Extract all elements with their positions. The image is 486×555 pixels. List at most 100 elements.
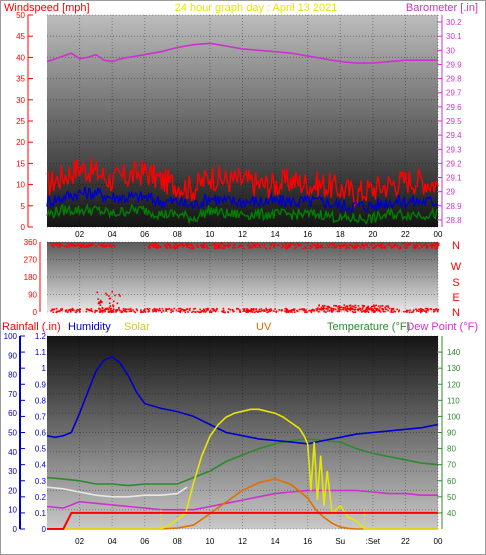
direction-point — [368, 308, 371, 311]
direction-point — [340, 244, 342, 247]
direction-point — [112, 300, 115, 303]
direction-point — [290, 243, 293, 246]
direction-point — [232, 247, 234, 249]
direction-point — [331, 243, 334, 246]
direction-point — [251, 242, 254, 245]
direction-point — [57, 246, 60, 248]
direction-point — [289, 309, 291, 312]
direction-point — [335, 246, 337, 249]
direction-point — [371, 305, 373, 308]
direction-point — [229, 244, 231, 247]
direction-point — [103, 245, 106, 248]
direction-point — [427, 245, 429, 248]
direction-point — [416, 245, 419, 247]
direction-point — [423, 310, 426, 312]
direction-point — [364, 309, 366, 312]
direction-point — [232, 309, 234, 311]
direction-point — [238, 309, 241, 311]
direction-point — [154, 246, 156, 248]
direction-point — [436, 245, 439, 247]
direction-point — [229, 308, 232, 311]
direction-point — [152, 244, 155, 246]
direction-point — [297, 245, 300, 248]
direction-point — [381, 307, 383, 310]
direction-point — [386, 244, 389, 246]
direction-point — [414, 247, 416, 250]
direction-point — [420, 310, 423, 312]
rain-axis: 0 0.1 0.2 0.3 0.4 0.5 0.6 0.7 0.8 0.9 1 1.1 1.2 — [19, 332, 47, 534]
direction-point — [158, 307, 161, 310]
direction-point — [227, 245, 229, 247]
direction-point — [270, 308, 272, 310]
direction-point — [331, 307, 334, 310]
direction-point — [366, 245, 368, 248]
direction-point — [194, 307, 197, 310]
direction-point — [421, 308, 423, 311]
direction-point — [343, 307, 346, 309]
direction-point — [290, 309, 293, 311]
direction-point — [173, 245, 176, 247]
direction-point — [206, 247, 209, 249]
direction-point — [388, 242, 391, 245]
direction-point — [219, 246, 222, 248]
direction-point — [196, 310, 199, 313]
direction-point — [382, 309, 384, 311]
direction-point — [346, 246, 349, 249]
direction-point — [357, 309, 360, 312]
direction-point — [213, 245, 216, 247]
direction-point — [169, 244, 172, 247]
direction-point — [373, 307, 376, 309]
direction-point — [147, 246, 150, 248]
direction-point — [405, 244, 408, 246]
direction-point — [68, 308, 71, 311]
wind-x-tick-label: 22 — [401, 230, 410, 239]
temperature-tick-label: 110 — [447, 396, 460, 405]
direction-point — [203, 308, 205, 311]
direction-point — [315, 247, 317, 249]
direction-point — [108, 244, 111, 247]
direction-point — [89, 245, 91, 248]
direction-point — [213, 242, 216, 245]
direction-point — [304, 247, 307, 250]
direction-point — [408, 311, 411, 314]
direction-point — [390, 310, 393, 312]
direction-point — [237, 246, 240, 248]
direction-point — [304, 311, 306, 314]
direction-point — [75, 311, 77, 314]
wind-x-tick-label: 18 — [336, 230, 345, 239]
direction-point — [313, 244, 315, 246]
wind-series-line — [46, 157, 439, 208]
direction-point — [160, 311, 163, 314]
temperature-tick-label: 70 — [447, 461, 456, 470]
direction-point — [214, 310, 217, 312]
direction-point — [175, 243, 177, 245]
direction-point — [396, 244, 398, 247]
rainfall-label: Rainfall (.in) — [2, 321, 61, 333]
direction-point — [144, 308, 146, 310]
direction-point — [348, 244, 351, 246]
direction-point — [152, 310, 154, 313]
direction-point — [191, 244, 193, 246]
windspeed-tick-label: 50 — [16, 11, 25, 20]
direction-points — [50, 242, 440, 314]
temperature-tick-label: 100 — [447, 412, 461, 421]
direction-point — [114, 294, 116, 297]
direction-point — [108, 306, 111, 309]
direction-point — [293, 308, 295, 310]
direction-point — [361, 304, 364, 307]
direction-point — [263, 245, 266, 248]
direction-point — [101, 243, 104, 246]
direction-point — [372, 247, 374, 250]
direction-point — [75, 310, 78, 312]
direction-point — [85, 310, 88, 313]
direction-point — [205, 310, 208, 312]
direction-point — [241, 245, 243, 248]
direction-point — [51, 243, 54, 246]
barometer-right-axis: 28.8 28.9 29 29.1 29.2 29.3 29.4 29.5 29.6 29.7 29… — [437, 15, 462, 227]
direction-point — [367, 305, 369, 308]
direction-point — [161, 308, 164, 310]
direction-point — [364, 310, 366, 313]
direction-point — [405, 310, 407, 313]
direction-point — [427, 308, 430, 311]
direction-point — [280, 247, 283, 249]
